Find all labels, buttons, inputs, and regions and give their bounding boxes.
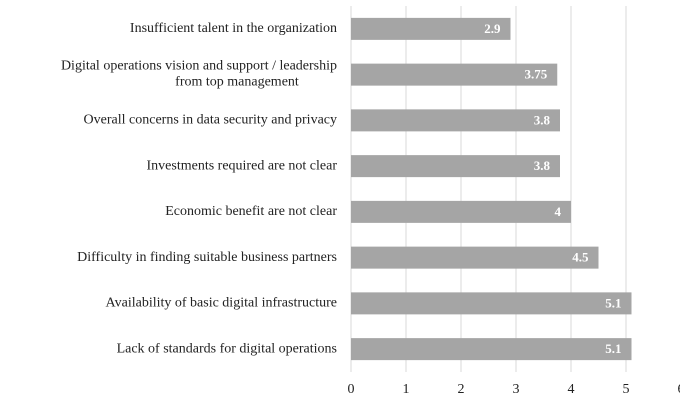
bar bbox=[351, 246, 599, 269]
x-tick-label: 0 bbox=[348, 382, 355, 397]
bar bbox=[351, 17, 511, 40]
x-tick-label: 3 bbox=[513, 382, 520, 397]
y-tick-label: Economic benefit are not clear bbox=[165, 204, 337, 219]
bar bbox=[351, 63, 558, 86]
x-tick-label: 2 bbox=[458, 382, 465, 397]
bar bbox=[351, 292, 632, 315]
value-label: 5.1 bbox=[605, 295, 621, 310]
value-label: 3.8 bbox=[534, 112, 551, 127]
bar bbox=[351, 338, 632, 361]
y-tick-label: Overall concerns in data security and pr… bbox=[84, 113, 337, 128]
y-tick-label: Lack of standards for digital operations bbox=[117, 341, 337, 356]
value-label: 2.9 bbox=[484, 21, 501, 36]
value-label: 3.8 bbox=[534, 158, 551, 173]
y-tick-label: Investments required are not clear bbox=[147, 158, 338, 173]
bar bbox=[351, 200, 571, 223]
value-label: 4 bbox=[555, 204, 562, 219]
x-tick-label: 6 bbox=[678, 382, 680, 397]
bar bbox=[351, 109, 560, 132]
y-tick-label: Insufficient talent in the organization bbox=[130, 21, 337, 36]
value-label: 3.75 bbox=[525, 67, 548, 82]
value-label: 5.1 bbox=[605, 341, 621, 356]
y-tick-label: Digital operations vision and support / … bbox=[61, 59, 337, 90]
y-tick-label: Difficulty in finding suitable business … bbox=[77, 250, 337, 265]
value-label: 4.5 bbox=[572, 250, 589, 265]
x-tick-label: 5 bbox=[623, 382, 630, 397]
x-tick-label: 4 bbox=[568, 382, 575, 397]
bar bbox=[351, 155, 560, 178]
x-tick-label: 1 bbox=[403, 382, 410, 397]
y-tick-label: Availability of basic digital infrastruc… bbox=[106, 296, 337, 311]
